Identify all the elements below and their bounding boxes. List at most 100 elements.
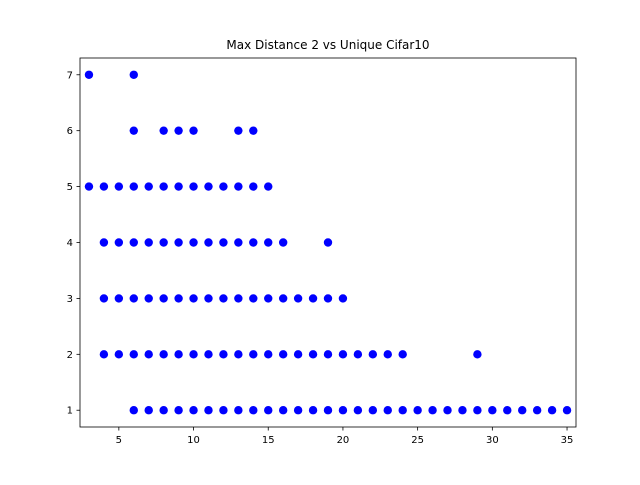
x-tick-label: 20	[337, 435, 350, 446]
chart-title: Max Distance 2 vs Unique Cifar10	[226, 38, 429, 52]
data-point	[204, 238, 213, 247]
data-point	[353, 406, 363, 415]
data-point	[234, 294, 243, 303]
data-point	[159, 238, 168, 247]
data-point	[174, 238, 183, 247]
data-point	[398, 406, 407, 415]
data-point	[129, 70, 138, 79]
data-point	[189, 294, 198, 303]
data-point	[338, 406, 348, 415]
data-point	[99, 182, 109, 191]
data-point	[99, 294, 109, 303]
data-point	[174, 350, 183, 359]
data-point	[129, 238, 138, 247]
data-point	[189, 238, 198, 247]
data-point	[189, 182, 198, 191]
data-point	[204, 406, 213, 415]
data-point	[293, 350, 303, 359]
y-axis: 1 2 3 4 5 6 7	[67, 70, 80, 417]
data-point	[174, 126, 183, 135]
data-point	[219, 238, 228, 247]
x-tick-label: 35	[561, 435, 574, 446]
data-point	[219, 182, 228, 191]
data-point	[219, 294, 228, 303]
data-point	[249, 126, 258, 135]
data-point	[204, 350, 213, 359]
data-point	[234, 406, 243, 415]
data-point	[114, 182, 124, 191]
data-point	[308, 406, 318, 415]
data-point	[383, 350, 392, 359]
data-point	[84, 70, 94, 79]
data-point	[159, 126, 168, 135]
data-point	[159, 182, 168, 191]
data-point	[219, 350, 228, 359]
data-point	[204, 294, 213, 303]
data-point	[174, 182, 183, 191]
data-point	[443, 406, 452, 415]
data-point	[144, 238, 153, 247]
x-tick-label: 5	[116, 435, 122, 446]
data-point	[249, 182, 258, 191]
data-point	[323, 238, 333, 247]
data-point	[144, 350, 153, 359]
data-point	[278, 238, 288, 247]
y-tick-label: 3	[67, 294, 73, 305]
data-point	[503, 406, 512, 415]
y-tick-label: 7	[67, 70, 73, 81]
data-point	[323, 406, 333, 415]
data-point	[129, 406, 138, 415]
data-point	[99, 350, 109, 359]
x-tick-label: 15	[262, 435, 275, 446]
data-point	[204, 182, 213, 191]
data-point	[189, 126, 198, 135]
data-point	[249, 294, 258, 303]
y-tick-label: 4	[67, 238, 73, 249]
data-point	[278, 406, 288, 415]
data-point	[264, 406, 273, 415]
data-point	[174, 406, 183, 415]
data-point	[189, 406, 198, 415]
data-point	[249, 238, 258, 247]
data-point	[159, 294, 168, 303]
data-point	[353, 350, 363, 359]
data-point	[323, 350, 333, 359]
data-point	[398, 350, 407, 359]
data-point	[293, 294, 303, 303]
data-point	[99, 238, 109, 247]
data-point	[308, 350, 318, 359]
data-point	[264, 238, 273, 247]
data-point	[159, 406, 168, 415]
data-point	[532, 406, 542, 415]
data-point	[264, 350, 273, 359]
x-tick-label: 10	[187, 435, 200, 446]
data-point	[308, 294, 318, 303]
data-point	[114, 238, 124, 247]
data-point	[368, 406, 378, 415]
data-point	[84, 182, 94, 191]
data-point	[278, 350, 288, 359]
y-tick-label: 5	[67, 182, 73, 193]
x-tick-label: 25	[411, 435, 424, 446]
data-point	[473, 406, 482, 415]
data-point	[338, 294, 348, 303]
data-point	[473, 350, 482, 359]
y-tick-label: 2	[67, 350, 73, 361]
y-tick-label: 1	[67, 406, 73, 417]
data-point	[383, 406, 392, 415]
data-point	[144, 406, 153, 415]
data-point	[234, 182, 243, 191]
data-point	[547, 406, 557, 415]
data-point	[129, 294, 138, 303]
data-point	[234, 126, 243, 135]
data-point	[264, 182, 273, 191]
x-axis: 5 10 15 20 25 30 35	[116, 427, 574, 446]
data-point	[129, 126, 138, 135]
x-tick-label: 30	[486, 435, 499, 446]
data-point	[174, 294, 183, 303]
data-point	[129, 182, 138, 191]
data-point	[114, 350, 124, 359]
